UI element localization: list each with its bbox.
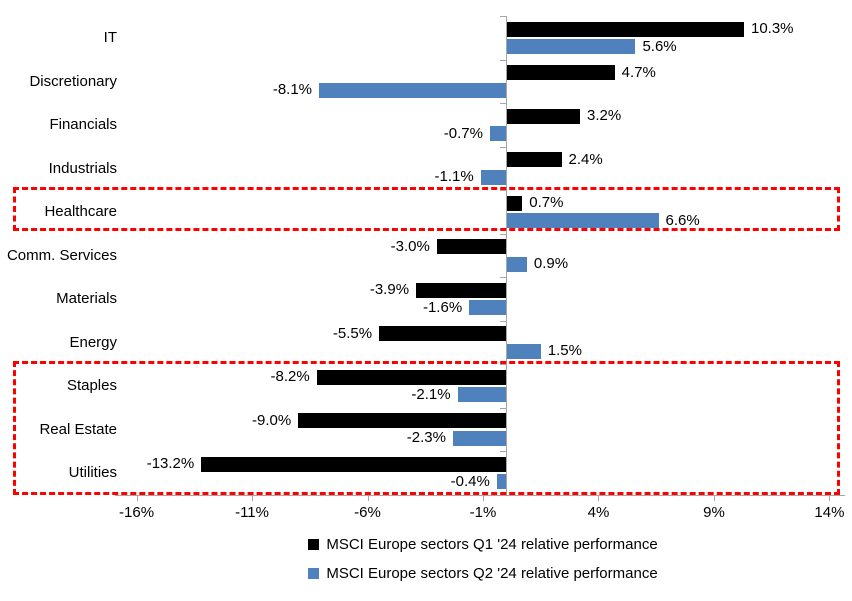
value-label-q1-industrials: 2.4%	[568, 150, 603, 168]
value-label-q2-energy: 1.5%	[547, 342, 582, 360]
value-label-q1-it: 10.3%	[750, 20, 794, 37]
q2-series-swatch-icon	[308, 567, 320, 579]
bar-q2-industrials	[480, 169, 507, 185]
legend-item-q2: MSCI Europe sectors Q2 '24 relative perf…	[308, 563, 658, 583]
x-tick-9	[713, 495, 715, 501]
bar-q1-healthcare	[506, 195, 523, 211]
category-label-discretionary: Discretionary	[29, 72, 117, 90]
value-label-q2-discretionary: -8.1%	[272, 81, 313, 99]
value-label-q1-healthcare: 0.7%	[529, 194, 564, 212]
value-label-q1-materials: -3.9%	[369, 281, 410, 299]
legend-label-q1: MSCI Europe sectors Q1 '24 relative perf…	[326, 535, 658, 553]
value-label-q2-comm-services: 0.9%	[533, 255, 569, 273]
category-tick	[500, 190, 507, 192]
value-label-q1-discretionary: 4.7%	[621, 63, 656, 81]
x-tick-label-6: -6%	[354, 504, 381, 521]
value-label-q2-industrials: -1.1%	[434, 168, 474, 186]
legend-item-q1: MSCI Europe sectors Q1 '24 relative perf…	[308, 534, 658, 554]
category-tick	[500, 146, 507, 148]
category-tick	[500, 16, 507, 17]
bar-q1-industrials	[506, 152, 562, 168]
bar-q1-materials	[416, 282, 507, 298]
legend-label-q2: MSCI Europe sectors Q2 '24 relative perf…	[326, 564, 658, 582]
bar-q2-utilities	[496, 474, 507, 490]
category-tick	[500, 59, 507, 61]
value-axis-zero-line	[506, 16, 508, 495]
category-label-materials: Materials	[56, 290, 117, 308]
x-tick-6	[367, 495, 369, 501]
x-tick-label-9: 9%	[703, 504, 725, 521]
category-label-staples: Staples	[66, 377, 117, 395]
x-tick-label-4: 4%	[587, 504, 610, 521]
x-tick-1	[483, 495, 484, 501]
value-label-q2-healthcare: 6.6%	[665, 211, 700, 229]
bar-q2-materials	[469, 300, 507, 316]
x-tick-label-16: -16%	[119, 504, 155, 521]
x-tick-label-11: -11%	[235, 504, 269, 521]
value-label-q2-staples: -2.1%	[411, 385, 451, 403]
legend: MSCI Europe sectors Q1 '24 relative perf…	[125, 534, 841, 583]
value-label-q1-financials: 3.2%	[587, 107, 622, 125]
x-tick-11	[252, 495, 254, 501]
value-label-q2-real-estate: -2.3%	[406, 429, 446, 447]
category-label-energy: Energy	[69, 333, 117, 351]
category-tick	[500, 233, 507, 235]
x-tick-label-14: 14%	[814, 504, 845, 521]
bar-q1-utilities	[201, 456, 507, 472]
value-label-q2-utilities: -0.4%	[450, 472, 490, 490]
category-label-healthcare: Healthcare	[44, 203, 117, 221]
value-label-q2-financials: -0.7%	[443, 124, 483, 142]
category-tick	[500, 103, 507, 105]
bar-q1-energy	[379, 326, 507, 342]
category-tick	[500, 407, 507, 409]
category-label-financials: Financials	[49, 116, 117, 134]
value-label-q1-real-estate: -9.0%	[252, 411, 292, 429]
bar-q2-staples	[457, 387, 507, 403]
bar-q2-energy	[506, 343, 541, 359]
x-tick-14	[829, 495, 831, 501]
category-tick	[500, 320, 507, 322]
category-label-it: IT	[103, 29, 117, 46]
bar-q1-comm-services	[436, 239, 507, 255]
bar-q2-discretionary	[319, 82, 507, 98]
x-tick-label-1: -1%	[469, 504, 497, 521]
bar-q2-comm-services	[506, 256, 527, 272]
value-label-q1-utilities: -13.2%	[146, 455, 195, 473]
healthcare-highlight	[13, 187, 840, 231]
category-tick	[500, 277, 507, 279]
category-label-real-estate: Real Estate	[39, 420, 117, 438]
x-tick-16	[136, 495, 138, 501]
x-axis-line	[115, 495, 845, 496]
bar-q2-real-estate	[452, 430, 507, 446]
category-label-industrials: Industrials	[48, 159, 117, 177]
value-label-q1-comm-services: -3.0%	[390, 237, 430, 255]
value-label-q2-it: 5.6%	[642, 37, 677, 55]
defensives-highlight	[13, 361, 840, 495]
category-label-utilities: Utilities	[68, 464, 117, 482]
x-tick-4	[598, 495, 600, 501]
bar-q2-financials	[489, 126, 507, 142]
value-label-q1-staples: -8.2%	[270, 368, 310, 386]
value-label-q2-materials: -1.6%	[422, 298, 463, 316]
q1-series-swatch-icon	[308, 538, 320, 550]
bar-q2-it	[506, 39, 636, 54]
bar-q1-it	[506, 21, 744, 37]
category-label-comm-services: Comm. Services	[6, 246, 117, 264]
bar-q1-financials	[506, 108, 580, 124]
bar-q2-healthcare	[506, 213, 659, 229]
value-label-q1-energy: -5.5%	[332, 324, 373, 342]
bar-q1-discretionary	[506, 65, 615, 81]
bar-q1-real-estate	[298, 413, 507, 429]
category-tick	[500, 451, 507, 453]
category-tick	[500, 364, 507, 366]
bar-q1-staples	[316, 369, 507, 385]
